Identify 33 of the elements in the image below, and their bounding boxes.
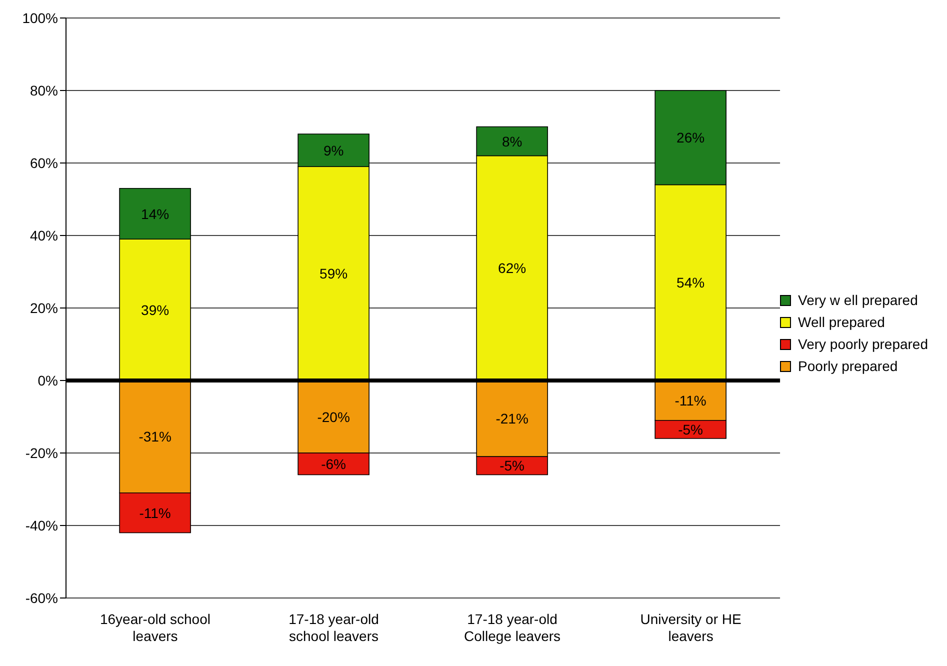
y-tick-label: 60% <box>30 154 58 171</box>
legend-label: Very w ell prepared <box>798 292 918 308</box>
y-tick-label: 20% <box>30 300 58 316</box>
y-tick-label: -60% <box>25 590 58 606</box>
x-tick-label: 17-18 year-old school leavers <box>288 611 379 644</box>
data-label: -5% <box>678 421 704 438</box>
data-label: 26% <box>676 130 705 146</box>
data-label: 9% <box>323 142 344 158</box>
data-label: 59% <box>320 266 348 282</box>
y-tick-label: 100% <box>22 10 58 26</box>
y-tick-label: 0% <box>38 372 58 388</box>
data-label: -11% <box>674 392 706 408</box>
legend-label: Well prepared <box>798 314 885 330</box>
data-label: 54% <box>676 274 705 291</box>
x-tick-label: 16year-old school leavers <box>100 611 211 644</box>
legend-label: Very poorly prepared <box>798 336 928 352</box>
data-label: 62% <box>498 260 526 276</box>
data-label: 14% <box>141 206 170 222</box>
y-tick-label: -20% <box>25 444 58 461</box>
data-label: -5% <box>500 458 525 474</box>
data-label: -11% <box>139 504 171 521</box>
x-tick-label: University or HE leavers <box>640 611 742 644</box>
y-tick-label: -40% <box>25 517 58 534</box>
data-label: -6% <box>321 456 346 472</box>
y-tick-label: 40% <box>30 227 58 244</box>
legend-label: Poorly prepared <box>798 358 898 374</box>
data-label: -20% <box>317 408 350 425</box>
data-label: 8% <box>502 133 522 150</box>
data-label: -31% <box>138 428 172 445</box>
x-tick-label: 17-18 year-old College leavers <box>464 611 561 644</box>
y-tick-label: 80% <box>30 82 58 98</box>
data-label: -21% <box>496 410 528 427</box>
data-label: 39% <box>141 302 170 318</box>
